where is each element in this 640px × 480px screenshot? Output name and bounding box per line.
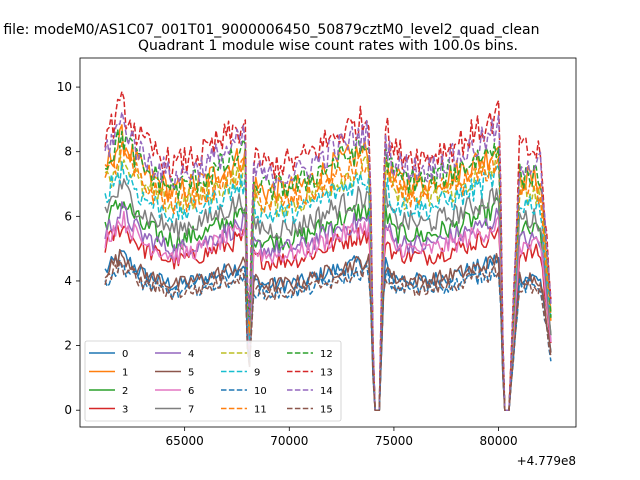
series-line-2 [104,197,552,411]
x-tick-label: 70000 [270,434,308,448]
legend-label-9: 9 [254,368,260,379]
legend-label-13: 13 [320,368,333,379]
series-line-9 [104,161,552,411]
legend-label-3: 3 [122,405,128,416]
chart-suptitle: n file: modeM0/AS1C07_001T01_9000006450_… [0,22,539,38]
legend-label-2: 2 [122,386,128,397]
series-line-7 [104,178,552,411]
y-tick-label: 8 [64,145,72,159]
x-axis-ticks: 65000 70000 75000 80000 [166,427,518,448]
legend-label-15: 15 [320,405,333,416]
legend-label-4: 4 [188,349,194,360]
legend-label-14: 14 [320,386,333,397]
x-axis-offset-label: +4.779e8 [517,454,576,468]
legend-frame [84,340,342,422]
series-line-4 [104,201,552,411]
y-tick-label: 2 [64,339,72,353]
legend-label-8: 8 [254,349,260,360]
y-tick-label: 6 [64,209,72,223]
legend-label-6: 6 [188,386,194,397]
y-tick-label: 4 [64,274,72,288]
plot-area-frame [79,57,577,428]
series-line-13 [104,90,552,411]
y-tick-label: 0 [64,403,72,417]
series-line-15 [104,259,552,411]
legend-label-11: 11 [254,405,267,416]
y-axis-ticks: 0 2 4 6 8 10 [57,80,80,417]
legend-label-0: 0 [122,349,128,360]
x-tick-label: 75000 [375,434,413,448]
legend-label-10: 10 [254,386,267,397]
series-line-12 [104,128,552,411]
series-line-6 [104,210,552,411]
legend-label-7: 7 [188,405,194,416]
x-tick-label: 65000 [166,434,204,448]
series-line-5 [104,248,552,411]
series-line-14 [104,111,552,411]
series-line-11 [104,141,552,411]
legend-label-1: 1 [122,368,128,379]
legend-label-5: 5 [188,368,194,379]
legend-label-12: 12 [320,349,333,360]
series-line-10 [104,259,552,411]
series-lines [104,90,552,411]
y-tick-label: 10 [57,80,72,94]
chart-title: Quadrant 1 module wise count rates with … [138,38,518,54]
x-tick-label: 80000 [479,434,517,448]
